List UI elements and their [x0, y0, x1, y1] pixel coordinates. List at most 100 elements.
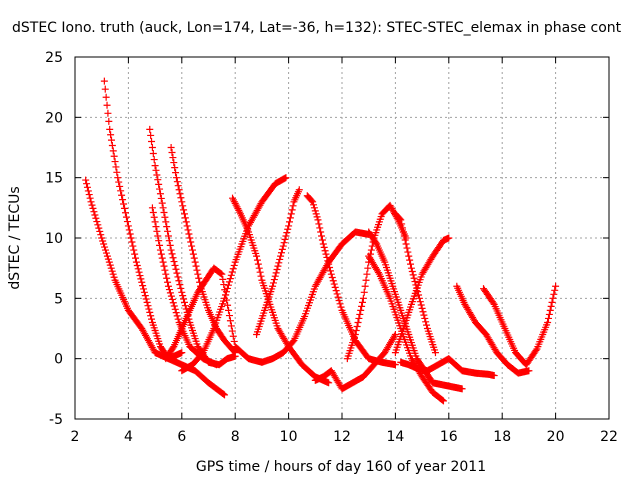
data-point: [399, 228, 407, 236]
data-point: [224, 301, 232, 309]
data-point: [407, 260, 415, 268]
data-point: [176, 281, 184, 289]
data-point: [92, 214, 100, 222]
data-point: [438, 396, 446, 404]
data-point: [89, 204, 97, 212]
data-point: [101, 85, 109, 93]
data-point: [127, 234, 135, 242]
data-point: [415, 294, 423, 302]
data-point: [226, 317, 234, 325]
data-point: [322, 250, 330, 258]
data-point: [142, 295, 150, 303]
data-point: [285, 218, 293, 226]
data-point: [323, 253, 331, 261]
data-point: [105, 258, 113, 266]
data-point: [157, 194, 165, 202]
data-point: [193, 266, 201, 274]
data-point: [95, 224, 103, 232]
data-point: [171, 164, 179, 172]
data-point: [316, 224, 324, 232]
data-point: [192, 262, 200, 270]
data-point: [399, 224, 407, 232]
data-point: [228, 268, 236, 276]
data-point: [177, 194, 185, 202]
y-tick-label: 10: [45, 231, 63, 247]
data-point: [229, 265, 237, 273]
data-point: [357, 306, 365, 314]
data-point: [136, 272, 144, 280]
x-tick-label: 20: [547, 429, 565, 445]
data-point: [439, 397, 447, 405]
data-point: [227, 271, 235, 279]
data-point: [169, 299, 177, 307]
data-point: [82, 176, 90, 184]
data-point: [421, 314, 429, 322]
data-point: [328, 273, 336, 281]
data-point: [402, 240, 410, 248]
data-point: [417, 301, 425, 309]
data-point: [187, 238, 195, 246]
data-point: [164, 232, 172, 240]
data-point: [416, 298, 424, 306]
data-point: [401, 236, 409, 244]
data-point: [166, 289, 174, 297]
data-point: [173, 312, 181, 320]
data-point: [152, 166, 160, 174]
data-point: [108, 267, 116, 275]
data-point: [168, 250, 176, 258]
data-point: [104, 109, 112, 117]
data-point: [279, 242, 287, 250]
x-tick-label: 10: [280, 429, 298, 445]
data-point: [124, 222, 132, 230]
data-point: [140, 285, 148, 293]
data-point: [121, 209, 129, 217]
data-point: [274, 262, 282, 270]
data-point: [172, 174, 180, 182]
data-point: [169, 254, 177, 262]
data-point: [407, 264, 415, 272]
data-point: [544, 314, 552, 322]
data-points: [82, 77, 560, 405]
data-point: [158, 199, 166, 207]
data-point: [353, 322, 361, 330]
data-point: [326, 267, 334, 275]
data-point: [220, 390, 228, 398]
y-tick-label: 0: [54, 352, 63, 368]
data-point: [160, 262, 168, 270]
data-point: [413, 284, 421, 292]
data-point: [253, 252, 261, 260]
data-point: [374, 269, 382, 277]
data-point: [97, 231, 105, 239]
axis-ticks: 2 4 6 8 10 12 14 16 18 20 22 -5 0 5 10 15 20 25: [45, 50, 618, 445]
data-point: [161, 266, 169, 274]
data-point: [180, 206, 188, 214]
data-point: [144, 302, 152, 310]
data-point: [139, 282, 147, 290]
data-point: [180, 298, 188, 306]
data-point: [113, 168, 121, 176]
data-point: [254, 260, 262, 268]
data-point: [219, 275, 227, 283]
data-point: [158, 254, 166, 262]
data-point: [312, 210, 320, 218]
data-point: [88, 201, 96, 209]
data-point: [225, 312, 233, 320]
data-point: [354, 318, 362, 326]
data-point: [286, 214, 294, 222]
data-point: [218, 270, 226, 278]
data-point: [173, 178, 181, 186]
data-point: [333, 290, 341, 298]
data-point: [282, 232, 290, 240]
data-point: [152, 223, 160, 231]
data-point: [130, 246, 138, 254]
data-point: [107, 264, 115, 272]
data-point: [164, 282, 172, 290]
data-point: [419, 308, 427, 316]
data-point: [547, 302, 555, 310]
data-point: [183, 308, 191, 316]
data-point: [172, 309, 180, 317]
data-point: [172, 169, 180, 177]
data-point: [151, 162, 159, 170]
data-point: [405, 252, 413, 260]
data-point: [174, 273, 182, 281]
